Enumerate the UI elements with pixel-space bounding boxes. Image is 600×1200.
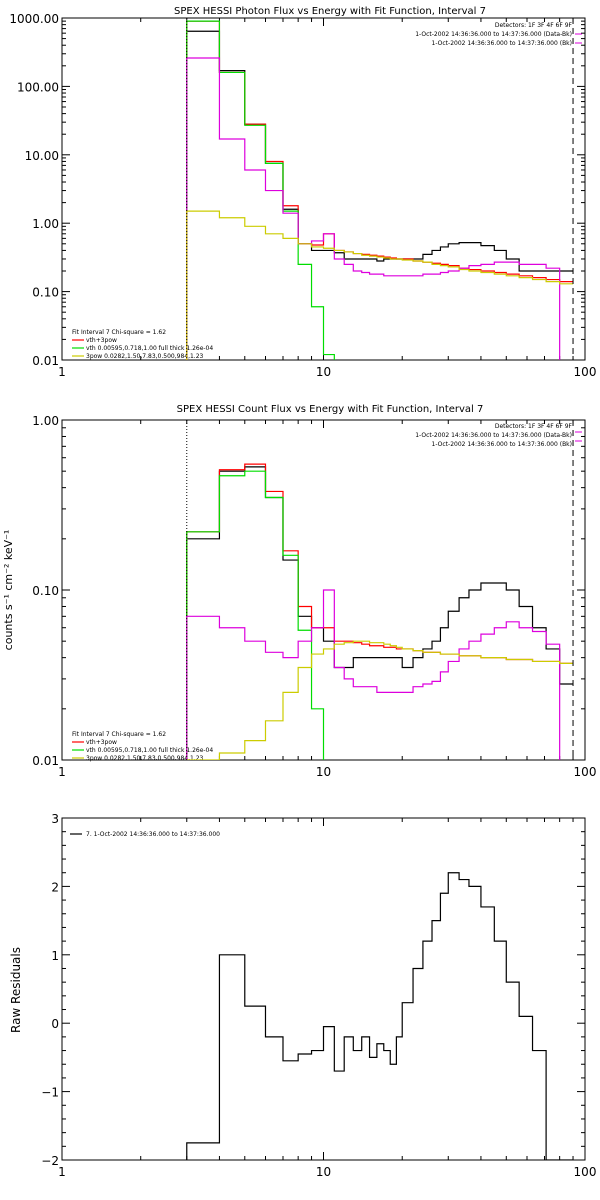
- series-line: [186, 589, 561, 760]
- x-tick-label: 100: [574, 765, 597, 779]
- y-tick-label: 0.10: [32, 286, 59, 300]
- x-tick-label: 10: [316, 365, 331, 379]
- x-tick-label: 1: [58, 765, 66, 779]
- series-line: [186, 20, 574, 360]
- count-flux-header-detectors: Detectors: 1F 3F 4F 6F 9F: [495, 423, 573, 430]
- series-line: [186, 210, 574, 360]
- photon-flux-fit-legend-title: Fit Interval 7 Chi-square = 1.62: [72, 329, 166, 336]
- photon-flux-fit-legend-label-2: vth 0.00595,0.718,1.00 full thick 1.26e-…: [86, 345, 213, 352]
- x-tick-label: 10: [316, 1165, 331, 1179]
- count-flux-title: SPEX HESSI Count Flux vs Energy with Fit…: [177, 404, 484, 415]
- y-tick-label: 0.01: [32, 754, 59, 768]
- series-group: [186, 463, 574, 760]
- series-line: [186, 57, 561, 360]
- count-flux-fit-legend-label-2: vth 0.00595,0.718,1.00 full thick 1.26e-…: [86, 747, 213, 754]
- series-group: [186, 872, 574, 1160]
- count-flux-panel: SPEX HESSI Count Flux vs Energy with Fit…: [2, 404, 597, 779]
- x-tick-label: 10: [316, 765, 331, 779]
- series-line: [186, 466, 574, 760]
- series-line: [186, 20, 335, 360]
- series-line: [186, 640, 574, 760]
- residuals-y-axis-label: Raw Residuals: [9, 947, 23, 1033]
- series-line: [186, 470, 325, 760]
- count-flux-fit-legend-title: Fit Interval 7 Chi-square = 1.62: [72, 731, 166, 738]
- count-flux-y-axis-label: counts s⁻¹ cm⁻² keV⁻¹: [2, 530, 15, 651]
- y-tick-label: 10.00: [25, 149, 59, 163]
- residuals-legend-label: 7. 1-Oct-2002 14:36:36.000 to 14:37:36.0…: [86, 831, 220, 838]
- y-tick-label: −2: [41, 1154, 59, 1168]
- photon-flux-fit-legend-label-1: vth+3pow: [86, 337, 117, 344]
- y-tick-label: −1: [41, 1086, 59, 1100]
- y-tick-label: 1.00: [32, 217, 59, 231]
- y-tick-label: 0.10: [32, 584, 59, 598]
- y-tick-label: 1.00: [32, 414, 59, 428]
- plot-frame: [61, 817, 586, 1161]
- series-line: [186, 872, 574, 1160]
- y-tick-label: 0.01: [32, 354, 59, 368]
- x-tick-label: 1: [58, 1165, 66, 1179]
- count-flux-header-data-bk: 1-Oct-2002 14:36:36.000 to 14:37:36.000 …: [415, 432, 572, 439]
- photon-flux-title: SPEX HESSI Photon Flux vs Energy with Fi…: [174, 6, 486, 17]
- count-flux-fit-legend-label-1: vth+3pow: [86, 739, 117, 746]
- residuals-panel: Raw Residuals 7. 1-Oct-2002 14:36:36.000…: [9, 812, 596, 1179]
- y-tick-label: 3: [51, 812, 59, 826]
- photon-flux-header-data-bk: 1-Oct-2002 14:36:36.000 to 14:37:36.000 …: [415, 31, 572, 38]
- y-tick-label: 2: [51, 880, 59, 894]
- photon-flux-panel: SPEX HESSI Photon Flux vs Energy with Fi…: [9, 6, 597, 379]
- x-tick-label: 100: [574, 365, 597, 379]
- x-tick-label: 100: [574, 1165, 597, 1179]
- y-tick-label: 100.00: [17, 80, 59, 94]
- y-tick-label: 0: [51, 1017, 59, 1031]
- count-flux-fit-legend-label-3: 3pow 0.0282,1.50,7.83,0.500,984,1.23: [86, 755, 204, 762]
- count-flux-header-bk: 1-Oct-2002 14:36:36.000 to 14:37:36.000 …: [432, 441, 573, 448]
- series-line: [186, 463, 574, 760]
- photon-flux-header-bk: 1-Oct-2002 14:36:36.000 to 14:37:36.000 …: [432, 40, 573, 47]
- photon-flux-fit-legend-label-3: 3pow 0.0282,1.50,7.83,0.500,984,1.23: [86, 353, 204, 360]
- y-tick-label: 1: [51, 949, 59, 963]
- x-tick-label: 1: [58, 365, 66, 379]
- series-group: [186, 20, 574, 360]
- photon-flux-header-detectors: Detectors: 1F 3F 4F 6F 9F: [495, 22, 573, 29]
- y-tick-label: 1000.00: [9, 12, 59, 26]
